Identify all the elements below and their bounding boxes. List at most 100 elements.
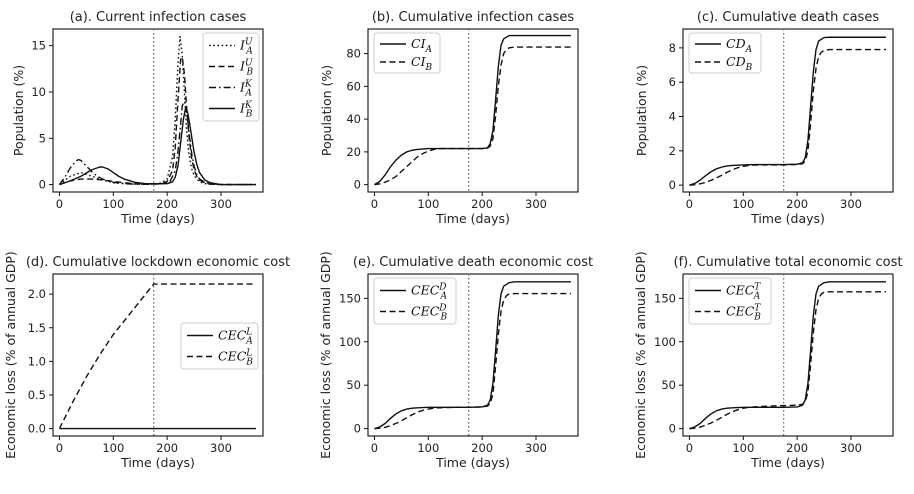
x-axis-label: Time (days) (750, 211, 825, 226)
x-axis-label: Time (days) (435, 211, 510, 226)
y-axis-label: Population (%) (634, 65, 649, 156)
x-tick-label: 300 (525, 441, 547, 455)
x-tick-label: 100 (732, 441, 754, 455)
series-line-b-2 (374, 46, 571, 186)
y-tick-label: 80 (346, 47, 361, 61)
series-line-a-1 (59, 35, 256, 186)
legend-entry-label: CDA (726, 36, 753, 55)
y-axis-label: Economic loss (% of annual GDP) (318, 251, 333, 459)
legend-entry-label: CDB (726, 54, 753, 73)
legend-box (180, 322, 259, 370)
series-line-d-2 (58, 283, 256, 429)
legend-entry-label: CECL B (218, 349, 253, 368)
y-tick-label: 2.0 (28, 287, 46, 301)
x-axis-label: Time (days) (750, 455, 825, 470)
legend-entry-label: CECD B (411, 304, 447, 323)
x-tick-label: 300 (840, 441, 862, 455)
x-tick-label: 200 (786, 197, 808, 211)
legend-box (373, 32, 441, 74)
legend-entry-label: CIB (411, 54, 433, 73)
x-tick-label: 200 (786, 441, 808, 455)
y-tick-label: 8 (669, 41, 676, 55)
plot-frame-a (52, 28, 264, 193)
chart-title-f: (f). Cumulative total economic cost (674, 255, 903, 270)
legend-entry-label: CECD A (411, 283, 447, 302)
y-tick-label: 0 (354, 178, 361, 192)
series-line-e-2 (374, 292, 571, 430)
y-tick-label: 1.0 (28, 354, 46, 368)
legend-f: CECT A CECT B (688, 277, 772, 325)
x-tick-label: 100 (102, 441, 124, 455)
y-tick-label: 0 (669, 422, 676, 436)
series-line-c-2 (689, 48, 886, 186)
x-tick-label: 300 (525, 197, 547, 211)
y-tick-label: 6 (669, 75, 676, 89)
y-tick-label: 0 (354, 422, 361, 436)
y-tick-label: 50 (346, 378, 361, 392)
y-tick-label: 0 (669, 178, 676, 192)
x-tick-label: 100 (417, 441, 439, 455)
x-tick-label: 100 (102, 197, 124, 211)
x-tick-label: 200 (156, 197, 178, 211)
y-tick-label: 100 (339, 335, 361, 349)
chart-title-b: (b). Cumulative infection cases (372, 10, 574, 25)
y-tick-label: 150 (654, 291, 676, 305)
y-axis-label: Economic loss (% of annual GDP) (633, 251, 648, 459)
y-tick-label: 150 (339, 291, 361, 305)
x-tick-label: 200 (156, 441, 178, 455)
y-tick-label: 0.0 (28, 422, 46, 436)
series-line-f-2 (689, 291, 886, 430)
x-axis-label: Time (days) (435, 455, 510, 470)
chart-title-d: (d). Cumulative lockdown economic cost (26, 255, 290, 270)
y-tick-label: 1.5 (28, 321, 46, 335)
plot-frame-f (682, 273, 894, 437)
chart-title-a: (a). Current infection cases (70, 10, 247, 25)
x-tick-label: 0 (56, 441, 63, 455)
x-tick-label: 0 (371, 441, 378, 455)
x-tick-label: 0 (371, 197, 378, 211)
panel-d: (d). Cumulative lockdown economic cost 0 1… (3, 251, 290, 470)
legend-box (202, 32, 260, 122)
panel-f: (f). Cumulative total economic cost 0 100 2… (633, 251, 903, 470)
plot-frame-b (367, 28, 579, 193)
y-tick-label: 40 (346, 112, 361, 126)
y-tick-label: 10 (31, 85, 46, 99)
plot-frame-e (367, 273, 579, 437)
y-tick-label: 100 (654, 335, 676, 349)
y-axis-label: Population (%) (11, 65, 26, 156)
plot-frame-d (52, 273, 264, 437)
panel-e: (e). Cumulative death economic cost 0 100 2… (318, 251, 593, 470)
plot-frame-c (682, 28, 894, 193)
series-line-a-3 (58, 100, 256, 186)
legend-box (688, 277, 772, 325)
x-tick-label: 200 (471, 441, 493, 455)
x-tick-label: 300 (210, 197, 232, 211)
y-tick-label: 15 (31, 39, 46, 53)
legend-d: CECL A CECL B (180, 322, 259, 370)
series-line-b-1 (374, 34, 571, 186)
legend-entry-label: CECT A (726, 283, 761, 302)
chart-title-e: (e). Cumulative death economic cost (353, 255, 593, 270)
legend-entry-label: IU A (239, 38, 253, 57)
legend-entry-label: IK B (239, 101, 253, 120)
legend-entry-label: IK A (239, 80, 253, 99)
series-line-f-1 (689, 281, 886, 430)
x-tick-label: 0 (56, 197, 63, 211)
x-tick-label: 300 (210, 441, 232, 455)
x-axis-label: Time (days) (120, 211, 195, 226)
legend-entry-label: IU B (239, 59, 254, 78)
y-tick-label: 0.5 (28, 388, 46, 402)
x-tick-label: 300 (840, 197, 862, 211)
y-tick-label: 4 (669, 110, 676, 124)
x-tick-label: 100 (417, 197, 439, 211)
y-axis-label: Population (%) (319, 65, 334, 156)
x-tick-label: 100 (732, 197, 754, 211)
legend-entry-label: CECL A (218, 328, 253, 347)
x-tick-label: 0 (686, 197, 693, 211)
x-axis-label: Time (days) (120, 455, 195, 470)
y-tick-label: 0 (39, 178, 46, 192)
x-tick-label: 200 (471, 197, 493, 211)
x-tick-label: 0 (686, 441, 693, 455)
